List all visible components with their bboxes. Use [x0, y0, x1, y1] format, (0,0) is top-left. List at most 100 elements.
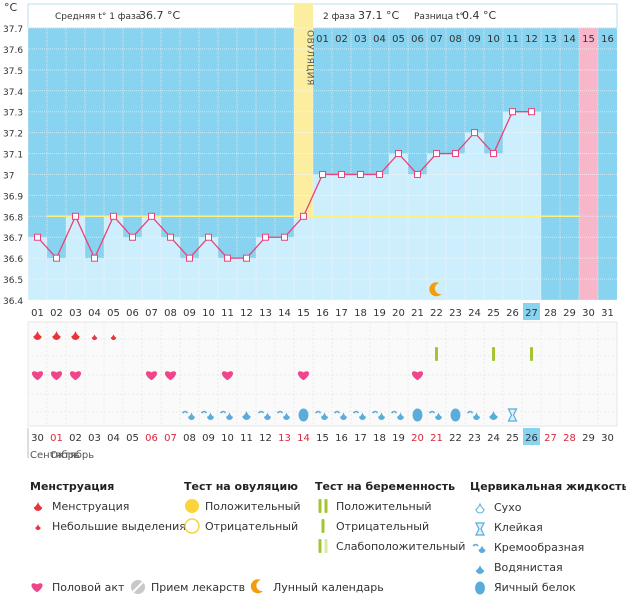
temperature-point[interactable] [72, 212, 79, 220]
y-tick-label: 36.6 [3, 255, 23, 265]
temperature-point[interactable] [167, 233, 174, 241]
creamy-icon [377, 412, 386, 420]
temperature-point[interactable] [528, 108, 535, 116]
heart-icon [31, 371, 44, 381]
y-tick-label: 37.6 [3, 46, 23, 56]
temperature-point[interactable] [376, 170, 383, 178]
phase2-day-label: 15 [582, 34, 595, 45]
temperature-bar [427, 153, 446, 300]
temperature-point[interactable] [34, 233, 41, 241]
temperature-bar [503, 111, 522, 300]
x-day-label: 03 [69, 308, 82, 319]
legend-sticky-text: Клейкая [494, 521, 543, 534]
egg-white-icon [298, 408, 309, 422]
temperature-bar [408, 174, 427, 300]
phase2-day-label: 03 [354, 34, 367, 45]
creamy-icon-stroke [352, 410, 360, 414]
legend-positive-sun-icon [185, 499, 199, 513]
calendar-date: 14 [297, 433, 310, 444]
y-tick-label: 37 [3, 171, 14, 181]
y-tick-label: 37.7 [3, 25, 23, 35]
diff-label: Разница t° [414, 12, 464, 22]
legend-preg-faint-text: Слабоположительный [336, 540, 465, 553]
pregnancy-test-icon [492, 347, 495, 361]
x-day-label: 01 [31, 308, 44, 319]
temperature-point[interactable] [262, 233, 269, 241]
temperature-point[interactable] [452, 150, 459, 158]
y-tick-label: 37.3 [3, 109, 23, 119]
legend-title-menstruation: Менструация [30, 480, 114, 493]
creamy-icon [225, 412, 234, 420]
legend-moon-icon [250, 579, 263, 594]
symbols-grid [27, 321, 618, 427]
temperature-bar [180, 258, 199, 300]
x-day-label: 27 [525, 308, 538, 319]
calendar-date: 17 [354, 433, 367, 444]
x-day-label: 11 [221, 308, 234, 319]
current-day-highlight [523, 303, 540, 320]
creamy-icon-stroke [428, 410, 436, 414]
legend-intercourse-text: Половой акт [52, 581, 125, 594]
pregnancy-test-icon [530, 347, 533, 361]
y-tick-label: 36.4 [3, 297, 23, 307]
temperature-point[interactable] [91, 254, 98, 262]
legend-creamy-text: Кремообразная [494, 541, 584, 554]
legend-preg-faint-icon [318, 539, 322, 553]
x-day-label: 12 [240, 308, 253, 319]
y-tick-label: 37.1 [3, 151, 23, 161]
creamy-icon-stroke [219, 410, 227, 414]
legend-heart-icon [31, 583, 43, 593]
calendar-date: 30 [31, 433, 44, 444]
legend-ovulation-positive-text: Положительный [205, 500, 301, 513]
legend-dry-icon [475, 502, 485, 514]
heart-icon [411, 371, 424, 381]
temperature-point[interactable] [148, 212, 155, 220]
calendar-date: 08 [183, 433, 196, 444]
heart-icon [69, 371, 82, 381]
x-day-label: 02 [50, 308, 63, 319]
x-day-label: 18 [354, 308, 367, 319]
calendar-date: 19 [392, 433, 405, 444]
temperature-bar [370, 174, 389, 300]
temperature-point[interactable] [53, 254, 60, 262]
y-tick-label: 37.5 [3, 67, 23, 77]
temperature-point[interactable] [281, 233, 288, 241]
legend-title-pregnancy: Тест на беременность [315, 480, 455, 493]
y-tick-label: 37.2 [3, 130, 23, 140]
temperature-point[interactable] [471, 129, 478, 137]
phase2-value: 37.1 °C [358, 9, 399, 22]
temperature-point[interactable] [395, 150, 402, 158]
watery-icon [242, 411, 251, 420]
creamy-icon-stroke [200, 410, 208, 414]
x-day-label: 22 [430, 308, 443, 319]
phase2-day-label: 02 [335, 34, 348, 45]
legend-pill-stroke [132, 581, 144, 593]
temperature-point[interactable] [300, 212, 307, 220]
calendar-date: 04 [107, 433, 120, 444]
x-day-label: 25 [487, 308, 500, 319]
temperature-point[interactable] [110, 212, 117, 220]
x-day-label: 31 [601, 308, 614, 319]
calendar-date: 22 [449, 433, 462, 444]
menstruation-drop-icon [71, 331, 80, 340]
temperature-point[interactable] [224, 254, 231, 262]
temperature-point[interactable] [357, 170, 364, 178]
calendar-date: 05 [126, 433, 139, 444]
temperature-point[interactable] [509, 108, 516, 116]
temperature-point[interactable] [319, 170, 326, 178]
legend-watery-text: Водянистая [494, 561, 563, 574]
temperature-point[interactable] [490, 150, 497, 158]
legend-egg-white-icon [475, 581, 485, 595]
calendar-date: 07 [164, 433, 177, 444]
temperature-point[interactable] [338, 170, 345, 178]
temperature-point[interactable] [243, 254, 250, 262]
y-tick-label: 36.8 [3, 213, 23, 223]
temperature-point[interactable] [414, 170, 421, 178]
y-tick-label: 36.9 [3, 192, 23, 202]
temperature-point[interactable] [186, 254, 193, 262]
temperature-point[interactable] [129, 233, 136, 241]
temperature-point[interactable] [205, 233, 212, 241]
temperature-point[interactable] [433, 150, 440, 158]
calendar-date: 28 [563, 433, 576, 444]
